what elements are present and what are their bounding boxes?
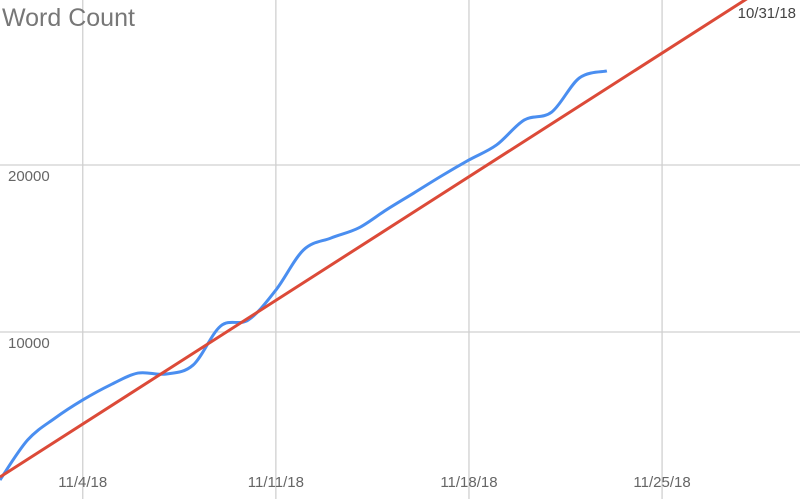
x-tick-label: 11/4/18 [58, 474, 107, 491]
plot [0, 0, 748, 481]
annotation: 10/31/18 [738, 5, 796, 22]
chart-title: Word Count [2, 4, 135, 32]
x-tick-label: 11/11/18 [248, 474, 304, 491]
series-line [0, 69, 608, 481]
y-tick-label: 20000 [8, 168, 50, 185]
x-tick-label: 11/25/18 [633, 474, 690, 491]
series-line [0, 0, 748, 479]
x-tick-label: 11/18/18 [440, 474, 497, 491]
y-tick-label: 10000 [8, 335, 50, 352]
